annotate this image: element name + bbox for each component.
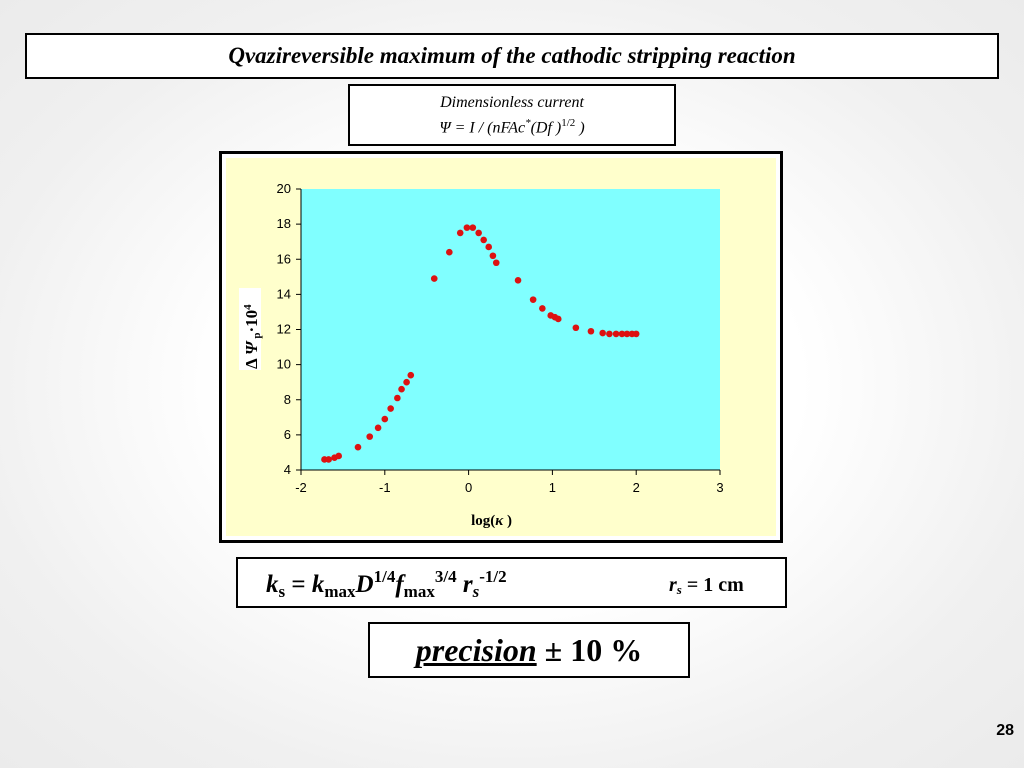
data-point: [606, 330, 613, 338]
y-tick-label: 8: [284, 392, 291, 407]
data-point: [492, 259, 500, 267]
x-tick-label: 3: [716, 480, 723, 495]
ks-max-sub2: max: [403, 582, 435, 601]
data-point: [554, 315, 562, 323]
ks-s-sub2: s: [472, 582, 480, 601]
y-axis-label-background: [239, 288, 261, 370]
data-point: [599, 329, 606, 337]
data-point: [446, 248, 453, 256]
chart-frame: 4 6 8 10 12 14 16 18 20 -2 -1 0 1 2 3 log(κ ) Δ Ψ p·104: [219, 151, 783, 543]
data-point: [403, 378, 410, 386]
y-tick-label: 20: [277, 181, 291, 196]
y-tick-label: 10: [277, 357, 291, 372]
data-point: [480, 236, 487, 244]
plot-area: [301, 189, 720, 470]
slide-title: Qvazireversible maximum of the cathodic …: [228, 43, 796, 68]
rs-r: r: [669, 574, 677, 596]
rs-value: = 1 cm: [681, 574, 744, 596]
ks-r-exp: -1/2: [479, 567, 507, 586]
y-tick-label: 16: [277, 251, 291, 266]
data-point: [612, 330, 620, 338]
data-point: [456, 229, 464, 237]
data-point: [387, 405, 394, 412]
data-point: [366, 433, 374, 440]
data-point: [469, 224, 477, 231]
ks-f: f: [395, 571, 404, 598]
data-point: [539, 305, 546, 312]
data-point: [325, 456, 332, 463]
slide-title-box: Qvazireversible maximum of the cathodic …: [25, 33, 999, 79]
ks-k-max: k: [311, 571, 325, 598]
precision-word: precision: [415, 631, 537, 668]
ks-D: D: [355, 571, 374, 598]
ks-d-exp: 1/4: [373, 567, 396, 586]
y-tick-label: 14: [277, 286, 291, 301]
x-tick-label: 2: [633, 480, 640, 495]
rs-s: s: [676, 582, 682, 597]
formula-box: Dimensionless current Ψ = I / (nFAc*(Df …: [348, 84, 676, 146]
data-point: [463, 224, 471, 231]
data-point: [623, 330, 631, 338]
formula-denominator: / (nFAc: [478, 119, 526, 137]
formula-df: (Df ): [530, 119, 562, 137]
ks-eq: =: [285, 571, 312, 598]
x-tick-label: -2: [295, 480, 307, 495]
rs-note: rs = 1 cm: [669, 574, 744, 598]
precision-value: ± 10 %: [536, 631, 643, 668]
formula-caption: Dimensionless current: [440, 93, 584, 111]
data-point: [618, 330, 626, 338]
x-axis-label: log(κ ): [471, 513, 512, 529]
y-axis-label: Δ Ψ p·104: [242, 304, 263, 369]
data-point: [394, 394, 401, 402]
data-point: [374, 424, 382, 432]
formula-exp: 1/2: [561, 116, 576, 129]
ks-max-sub: max: [324, 582, 356, 601]
data-point: [529, 296, 537, 303]
formula-expression: Ψ = I / (nFAc*(Df )1/2 ): [439, 113, 584, 138]
x-tick-label: -1: [379, 480, 391, 495]
data-point: [485, 243, 493, 251]
formula-close: ): [575, 119, 585, 137]
data-point: [632, 330, 640, 338]
data-point: [489, 252, 497, 260]
x-tick-label: 0: [465, 480, 472, 495]
y-tick-label: 4: [284, 462, 291, 477]
data-point: [335, 452, 343, 460]
formula-star: *: [525, 116, 531, 129]
ks-k: k: [266, 571, 279, 598]
data-point: [407, 371, 415, 379]
ks-s-sub: s: [278, 582, 286, 601]
ks-formula: ks = kmaxD1/4fmax3/4 rs-1/2: [266, 567, 507, 602]
data-point: [475, 229, 482, 237]
data-point: [587, 327, 595, 335]
ks-r: r: [456, 571, 473, 598]
data-point: [572, 324, 580, 332]
y-tick-label: 12: [277, 322, 291, 337]
data-point: [514, 277, 522, 284]
x-tick-label: 1: [549, 480, 556, 495]
precision-box: precision ± 10 %: [368, 622, 690, 678]
data-point: [381, 415, 389, 423]
slide-number: 28: [996, 722, 1014, 739]
data-point: [398, 385, 405, 393]
y-tick-label: 18: [277, 216, 291, 231]
ks-f-exp: 3/4: [434, 567, 457, 586]
data-point: [354, 443, 362, 451]
data-point: [430, 275, 438, 282]
ks-formula-box: ks = kmaxD1/4fmax3/4 rs-1/2 rs = 1 cm: [236, 557, 787, 608]
y-tick-label: 6: [284, 427, 291, 442]
formula-psi: Ψ = I: [439, 119, 475, 137]
